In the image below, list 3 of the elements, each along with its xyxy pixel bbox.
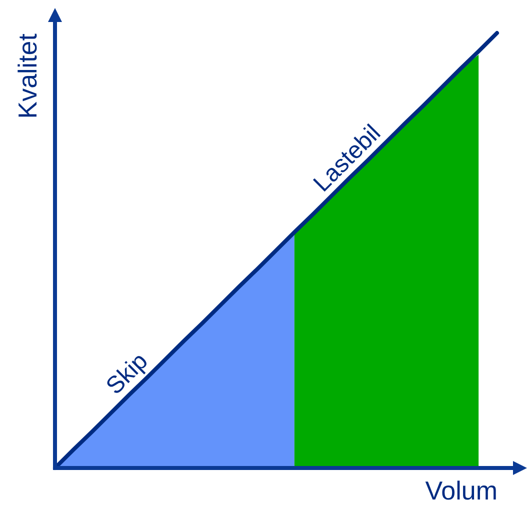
x-axis-title: Volum xyxy=(425,476,498,506)
y-axis-title: Kvalitet xyxy=(12,32,42,119)
text: Skip xyxy=(101,348,154,400)
